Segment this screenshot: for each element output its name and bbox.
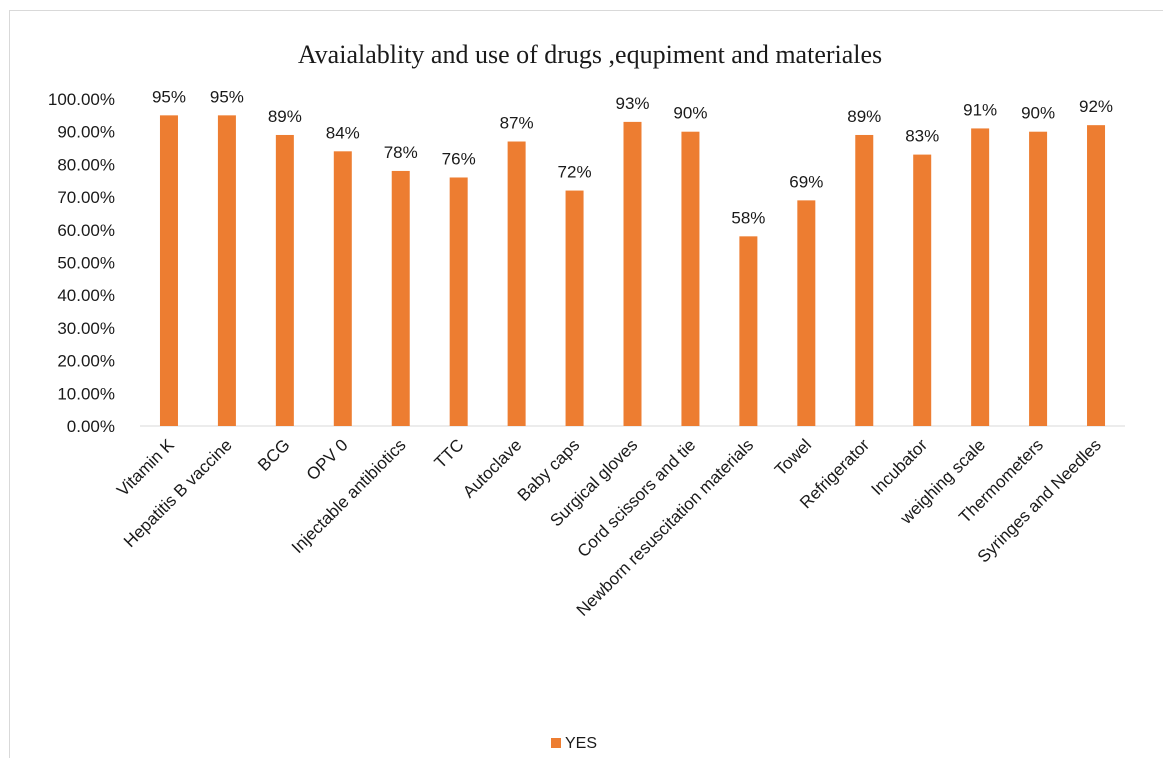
- y-tick-label: 70.00%: [57, 188, 115, 207]
- data-label: 89%: [268, 107, 302, 126]
- data-label: 84%: [326, 123, 360, 142]
- data-labels: 95% 95% 89% 84% 78% 76% 87% 72% 93% 90% 58% 69% 89% 8…: [152, 87, 1113, 227]
- data-label: 95%: [210, 87, 244, 106]
- category-label: BCG: [254, 435, 293, 474]
- bar: [449, 177, 468, 426]
- bars: [159, 115, 1106, 426]
- data-label: 89%: [847, 107, 881, 126]
- bar: [913, 154, 932, 426]
- bar: [565, 190, 584, 426]
- bar: [275, 134, 294, 426]
- legend-label-yes: YES: [565, 735, 597, 752]
- data-label: 76%: [442, 149, 476, 168]
- bar: [159, 115, 178, 426]
- bar: [217, 115, 236, 426]
- data-label: 93%: [615, 94, 649, 113]
- bar: [391, 170, 410, 426]
- y-tick-label: 0.00%: [67, 417, 115, 436]
- y-tick-label: 60.00%: [57, 221, 115, 240]
- bar: [739, 236, 758, 426]
- bar-chart: Avaialablity and use of drugs ,equpiment…: [48, 40, 1125, 752]
- data-label: 90%: [1021, 104, 1055, 123]
- bar: [797, 200, 816, 426]
- bar: [855, 134, 874, 426]
- y-tick-label: 20.00%: [57, 352, 115, 371]
- data-label: 78%: [384, 143, 418, 162]
- y-tick-label: 10.00%: [57, 384, 115, 403]
- category-label: OPV 0: [303, 435, 352, 484]
- data-label: 69%: [789, 172, 823, 191]
- category-label: Hepatitis B vaccine: [120, 435, 236, 551]
- bar: [333, 151, 352, 426]
- y-tick-label: 100.00%: [48, 90, 115, 109]
- bar: [1029, 131, 1048, 426]
- bar: [507, 141, 526, 426]
- y-tick-label: 90.00%: [57, 123, 115, 142]
- legend-swatch-yes: [551, 738, 561, 748]
- data-label: 83%: [905, 127, 939, 146]
- category-label: TTC: [431, 435, 468, 472]
- data-label: 87%: [500, 114, 534, 133]
- data-label: 58%: [731, 208, 765, 227]
- category-label: Towel: [771, 435, 815, 479]
- bar: [1087, 125, 1106, 426]
- data-label: 92%: [1079, 97, 1113, 116]
- legend: YES: [551, 735, 597, 752]
- y-tick-label: 30.00%: [57, 319, 115, 338]
- y-tick-label: 80.00%: [57, 155, 115, 174]
- y-tick-label: 50.00%: [57, 254, 115, 273]
- data-label: 91%: [963, 100, 997, 119]
- data-label: 90%: [673, 104, 707, 123]
- data-label: 95%: [152, 87, 186, 106]
- y-axis: 0.00% 10.00% 20.00% 30.00% 40.00% 50.00% 60.00…: [48, 90, 1125, 436]
- chart-frame: Avaialablity and use of drugs ,equpiment…: [9, 10, 1163, 758]
- chart-title: Avaialablity and use of drugs ,equpiment…: [298, 40, 882, 69]
- bar: [681, 131, 700, 426]
- data-label: 72%: [558, 163, 592, 182]
- category-label: Injectable antibiotics: [288, 435, 410, 557]
- bar: [623, 121, 642, 426]
- bar: [971, 128, 990, 426]
- y-tick-label: 40.00%: [57, 286, 115, 305]
